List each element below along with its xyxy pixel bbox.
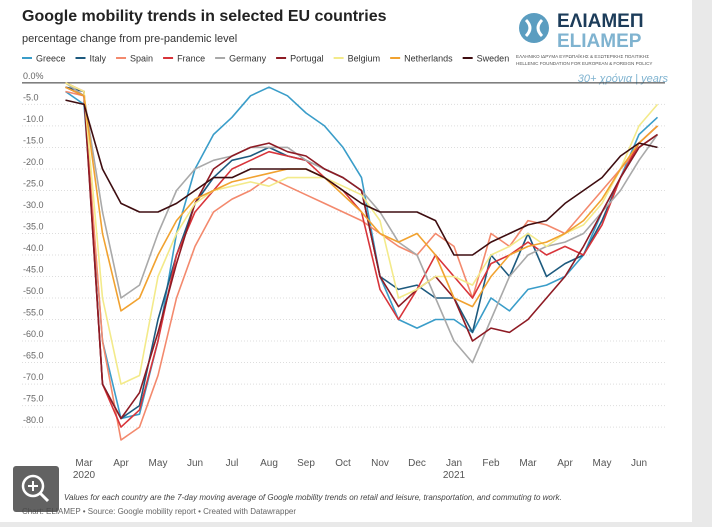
legend-label: Sweden bbox=[477, 54, 510, 64]
series-line bbox=[65, 99, 658, 256]
x-tick-label: Mar 2020 bbox=[72, 458, 96, 481]
y-tick-label: 0.0% bbox=[23, 71, 44, 81]
legend-label: Belgium bbox=[348, 54, 381, 64]
x-tick-label: Feb bbox=[482, 458, 500, 469]
x-tick-label: Nov bbox=[371, 458, 389, 469]
series-line bbox=[65, 86, 659, 312]
y-tick-label: -5.0 bbox=[23, 92, 39, 102]
x-tick-label: Sep bbox=[297, 458, 315, 469]
series-line bbox=[65, 86, 659, 420]
series-line bbox=[65, 82, 659, 385]
x-tick-label: Jan 2021 bbox=[442, 458, 466, 481]
legend-label: Netherlands bbox=[404, 54, 453, 64]
source: Chart: ELIAMEP • Source: Google mobility… bbox=[22, 507, 296, 516]
legend-label: France bbox=[177, 54, 205, 64]
y-tick-label: -60.0 bbox=[23, 329, 44, 339]
legend-item: Belgium bbox=[333, 54, 381, 64]
y-tick-label: -55.0 bbox=[23, 308, 44, 318]
legend-label: Portugal bbox=[290, 54, 324, 64]
chart-panel bbox=[0, 0, 692, 522]
chart-subtitle: percentage change from pre-pandemic leve… bbox=[22, 33, 237, 45]
y-tick-label: -80.0 bbox=[23, 415, 44, 425]
x-tick-label: Jun bbox=[186, 458, 204, 469]
y-tick-label: -20.0 bbox=[23, 157, 44, 167]
y-tick-label: -10.0 bbox=[23, 114, 44, 124]
x-tick-label: Apr bbox=[113, 458, 129, 469]
y-tick-label: -30.0 bbox=[23, 200, 44, 210]
y-tick-label: -50.0 bbox=[23, 286, 44, 296]
x-tick-label: May bbox=[592, 458, 612, 469]
x-tick-label: Jul bbox=[225, 458, 239, 469]
y-tick-label: -75.0 bbox=[23, 394, 44, 404]
legend-label: Italy bbox=[90, 54, 107, 64]
y-tick-label: -45.0 bbox=[23, 265, 44, 275]
legend-item: Italy bbox=[75, 54, 107, 64]
legend-item: Sweden bbox=[462, 54, 510, 64]
logo-latin: ELIAMEP bbox=[557, 31, 642, 52]
y-tick-label: -65.0 bbox=[23, 351, 44, 361]
legend-item: France bbox=[163, 54, 205, 64]
x-tick-label: Mar bbox=[519, 458, 537, 469]
legend-item: Portugal bbox=[276, 54, 324, 64]
logo-line: ΕΛΛΗΝΙΚΟ ΙΔΡΥΜΑ ΕΥΡΩΠΑΪΚΗΣ & ΕΞΩΤΕΡΙΚΗΣ … bbox=[516, 53, 649, 59]
series-line bbox=[65, 86, 658, 420]
x-tick-label: Aug bbox=[260, 458, 278, 469]
legend-item: Netherlands bbox=[390, 54, 453, 64]
zoom-button[interactable] bbox=[13, 466, 59, 512]
x-tick-label: Apr bbox=[557, 458, 573, 469]
chart-title: Google mobility trends in selected EU co… bbox=[22, 8, 387, 25]
legend-label: Spain bbox=[130, 54, 153, 64]
y-tick-label: -35.0 bbox=[23, 221, 44, 231]
logo: ΕΛΙΑΜΕΠ ELIAMEP ΕΛΛΗΝΙΚΟ ΙΔΡΥΜΑ ΕΥΡΩΠΑΪΚ… bbox=[516, 11, 668, 85]
logo-tagline: 30+ χρόνια | years bbox=[578, 73, 669, 85]
logo-mark bbox=[519, 13, 549, 43]
legend-item: Germany bbox=[215, 54, 267, 64]
series-line bbox=[65, 90, 658, 441]
x-tick-label: Dec bbox=[408, 458, 426, 469]
x-tick-label: May bbox=[148, 458, 168, 469]
legend-label: Germany bbox=[229, 54, 267, 64]
y-tick-label: -40.0 bbox=[23, 243, 44, 253]
x-tick-label: Oct bbox=[335, 458, 351, 469]
note: Values for each country are the 7-day mo… bbox=[64, 493, 562, 502]
logo-greek: ΕΛΙΑΜΕΠ bbox=[557, 11, 644, 32]
y-tick-label: -70.0 bbox=[23, 372, 44, 382]
logo-mark-inner bbox=[524, 18, 544, 38]
x-tick-label: Jun bbox=[630, 458, 648, 469]
series-line bbox=[65, 86, 658, 420]
logo-line: HELLENIC FOUNDATION FOR EUROPEAN & FOREI… bbox=[516, 61, 652, 66]
y-tick-label: -15.0 bbox=[23, 135, 44, 145]
legend-item: Greece bbox=[22, 54, 66, 64]
legend-label: Greece bbox=[36, 54, 66, 64]
y-tick-label: -25.0 bbox=[23, 178, 44, 188]
zoom-icon bbox=[21, 474, 50, 503]
series-line bbox=[65, 82, 659, 364]
legend-item: Spain bbox=[116, 54, 153, 64]
